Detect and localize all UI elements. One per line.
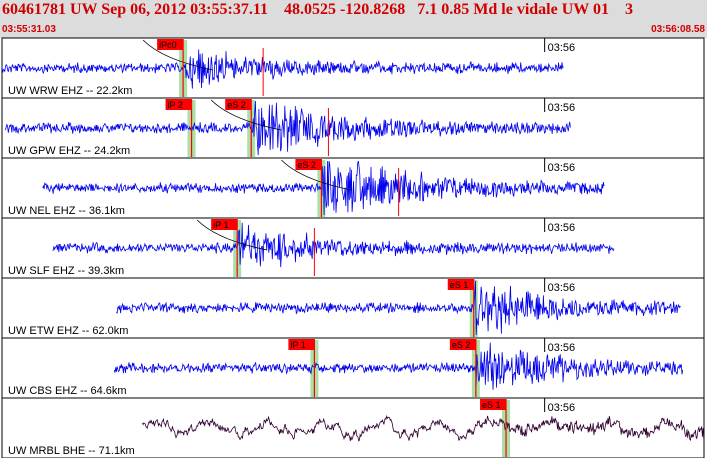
pick-flag [480,399,507,410]
time-tick-label: 03:56 [548,342,576,354]
time-tick-label: 03:56 [548,222,576,234]
station-panel: eS 1 03:56 UW ETW EHZ -- 62.0km [1,277,705,339]
window-end-time: 03:56:08.58 [651,24,705,35]
pick-flag [447,279,474,290]
pick-flag [295,159,322,170]
station-label: UW WRW EHZ -- 22.2km [8,85,132,97]
seismogram-trace [113,342,684,390]
pick-label: iPc0 [159,40,177,50]
arrival-curve [142,39,214,71]
pick-flag [165,99,192,110]
station-label: UW SLF EHZ -- 39.3km [8,265,124,277]
station-label: UW NEL EHZ -- 36.1km [8,205,125,217]
pick-label: eS 1 [482,400,501,410]
pick-flag [288,339,315,350]
station-label: UW GPW EHZ -- 24.2km [8,145,130,157]
time-tick-label: 03:56 [548,402,576,414]
station-label: UW MRBL BHE -- 71.1km [8,445,135,457]
event-header: 60461781 UW Sep 06, 2012 03:55:37.11 48.… [0,0,707,38]
pick-label: eS 2 [452,340,471,350]
pick-label: iP 1 [290,340,305,350]
station-panel: eS 2 03:56 UW NEL EHZ -- 36.1km [1,157,705,219]
seismogram-trace [142,414,705,442]
pick-flag [157,39,184,50]
pick-flag [449,339,476,350]
pick-flag [225,99,252,110]
pick-label: eS 2 [297,160,316,170]
window-start-time: 03:55:31.03 [2,24,56,35]
panel-frame [1,97,705,159]
station-panel: iP 1 03:56 UW SLF EHZ -- 39.3km [1,217,705,279]
time-tick-label: 03:56 [548,162,576,174]
station-panel: iPc0 03:56 UW WRW EHZ -- 22.2km [1,37,705,99]
seismogram-trace [5,100,571,156]
pick-label: eS 1 [450,280,469,290]
arrival-curve [196,219,268,251]
station-panel: iP 2 eS 2 03:56 UW GPW EHZ -- 24.2km [1,97,705,159]
time-tick-label: 03:56 [548,102,576,114]
station-label: UW ETW EHZ -- 62.0km [8,325,128,337]
pick-label: iP 1 [213,220,228,230]
pick-flag [211,219,238,230]
station-label: UW CBS EHZ -- 64.6km [8,385,127,397]
seismogram-trace [1,49,564,89]
seismogram-trace [52,222,615,268]
pick-label: iP 2 [168,100,183,110]
station-panel: iP 1 eS 2 03:56 UW CBS EHZ -- 64.6km [1,337,705,399]
seismogram-trace [42,160,605,216]
station-panel: eS 1 03:56 UW MRBL BHE -- 71.1km [1,397,705,458]
arrival-curve [281,159,352,191]
seismogram-trace [116,280,681,336]
pick-label: eS 2 [227,100,246,110]
arrival-curve [210,99,282,131]
time-tick-label: 03:56 [548,42,576,54]
event-title: 60461781 UW Sep 06, 2012 03:55:37.11 48.… [2,1,633,18]
time-tick-label: 03:56 [548,282,576,294]
